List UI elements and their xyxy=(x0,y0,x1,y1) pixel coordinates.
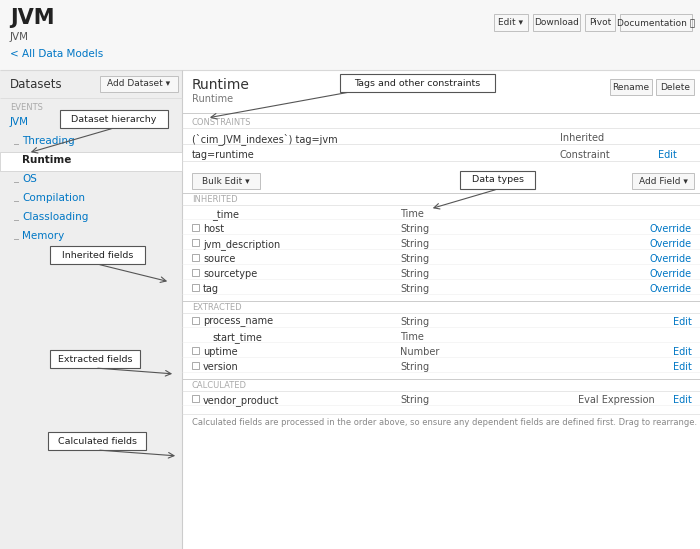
Text: JVM: JVM xyxy=(10,32,29,42)
Text: String: String xyxy=(400,269,429,279)
Text: EVENTS: EVENTS xyxy=(10,103,43,112)
Text: JVM: JVM xyxy=(10,8,55,28)
Text: String: String xyxy=(400,239,429,249)
Bar xyxy=(0,152,182,171)
Text: Documentation ⧉: Documentation ⧉ xyxy=(617,18,695,27)
Text: Download: Download xyxy=(534,18,579,27)
Text: Runtime: Runtime xyxy=(22,155,71,165)
Text: CONSTRAINTS: CONSTRAINTS xyxy=(192,118,251,127)
Text: String: String xyxy=(400,284,429,294)
Text: Pivot: Pivot xyxy=(589,18,611,27)
Text: Add Dataset ▾: Add Dataset ▾ xyxy=(107,80,171,88)
Text: source: source xyxy=(203,254,235,264)
Bar xyxy=(610,79,652,95)
Text: Edit ▾: Edit ▾ xyxy=(498,18,524,27)
Bar xyxy=(192,347,199,354)
Text: uptime: uptime xyxy=(203,347,237,357)
Bar xyxy=(656,79,694,95)
Text: JVM: JVM xyxy=(10,117,29,127)
Text: CALCULATED: CALCULATED xyxy=(192,381,247,390)
Bar xyxy=(192,269,199,276)
Text: Inherited: Inherited xyxy=(560,133,604,143)
Text: Edit: Edit xyxy=(673,317,692,327)
Text: tag: tag xyxy=(203,284,219,294)
Text: Tags and other constraints: Tags and other constraints xyxy=(354,79,481,87)
Text: Data types: Data types xyxy=(472,176,524,184)
Text: vendor_product: vendor_product xyxy=(203,395,279,406)
Text: Override: Override xyxy=(650,239,692,249)
Text: tag=runtime: tag=runtime xyxy=(192,150,255,160)
Text: host: host xyxy=(203,224,224,234)
Text: OS: OS xyxy=(22,174,37,184)
Text: Memory: Memory xyxy=(22,231,64,241)
Text: Override: Override xyxy=(650,224,692,234)
Text: Rename: Rename xyxy=(612,82,650,92)
Text: _time: _time xyxy=(212,209,239,220)
Text: < All Data Models: < All Data Models xyxy=(10,49,104,59)
Text: Edit: Edit xyxy=(658,150,677,160)
Bar xyxy=(192,224,199,231)
Bar xyxy=(192,317,199,324)
Bar xyxy=(50,246,145,264)
Text: start_time: start_time xyxy=(212,332,262,343)
Text: Extracted fields: Extracted fields xyxy=(57,355,132,363)
Text: Classloading: Classloading xyxy=(22,212,88,222)
Text: Compilation: Compilation xyxy=(22,193,85,203)
Text: Constraint: Constraint xyxy=(560,150,610,160)
Text: String: String xyxy=(400,254,429,264)
Bar xyxy=(192,395,199,402)
Text: process_name: process_name xyxy=(203,317,273,327)
Text: Add Field ▾: Add Field ▾ xyxy=(638,176,687,186)
Bar xyxy=(620,14,692,31)
Text: Inherited fields: Inherited fields xyxy=(62,250,133,260)
Text: (`cim_JVM_indexes`) tag=jvm: (`cim_JVM_indexes`) tag=jvm xyxy=(192,133,337,145)
Text: Edit: Edit xyxy=(673,362,692,372)
Text: String: String xyxy=(400,224,429,234)
Text: Edit: Edit xyxy=(673,395,692,405)
Bar xyxy=(182,70,700,549)
Text: Dataset hierarchy: Dataset hierarchy xyxy=(71,115,157,124)
Text: String: String xyxy=(400,395,429,405)
Bar xyxy=(585,14,615,31)
Bar xyxy=(632,173,694,189)
Bar xyxy=(192,173,260,189)
Text: Override: Override xyxy=(650,269,692,279)
Text: String: String xyxy=(400,362,429,372)
Bar xyxy=(60,110,168,128)
Text: Bulk Edit ▾: Bulk Edit ▾ xyxy=(202,176,250,186)
Text: Runtime: Runtime xyxy=(192,94,233,104)
Bar xyxy=(192,284,199,291)
Bar xyxy=(0,0,700,70)
Text: Eval Expression: Eval Expression xyxy=(578,395,654,405)
Text: version: version xyxy=(203,362,239,372)
Bar xyxy=(533,14,580,31)
Text: Delete: Delete xyxy=(660,82,690,92)
Bar xyxy=(100,76,178,92)
Text: Datasets: Datasets xyxy=(10,78,62,91)
Text: Runtime: Runtime xyxy=(192,78,250,92)
Text: Number: Number xyxy=(400,347,440,357)
Text: sourcetype: sourcetype xyxy=(203,269,258,279)
Bar xyxy=(192,254,199,261)
Text: Threading: Threading xyxy=(22,136,75,146)
Text: Calculated fields are processed in the order above, so ensure any dependent fiel: Calculated fields are processed in the o… xyxy=(192,418,697,427)
Bar xyxy=(340,74,495,92)
Bar xyxy=(0,70,182,549)
Bar xyxy=(192,362,199,369)
Text: Override: Override xyxy=(650,254,692,264)
Text: Time: Time xyxy=(400,332,424,342)
Bar xyxy=(48,432,146,450)
Bar xyxy=(50,350,140,368)
Text: Time: Time xyxy=(400,209,424,219)
Text: Edit: Edit xyxy=(673,347,692,357)
Text: INHERITED: INHERITED xyxy=(192,195,237,204)
Text: Calculated fields: Calculated fields xyxy=(57,436,136,445)
Bar xyxy=(460,171,535,189)
Text: jvm_description: jvm_description xyxy=(203,239,280,250)
Bar xyxy=(494,14,528,31)
Text: EXTRACTED: EXTRACTED xyxy=(192,303,241,312)
Bar xyxy=(192,239,199,246)
Text: String: String xyxy=(400,317,429,327)
Text: Override: Override xyxy=(650,284,692,294)
